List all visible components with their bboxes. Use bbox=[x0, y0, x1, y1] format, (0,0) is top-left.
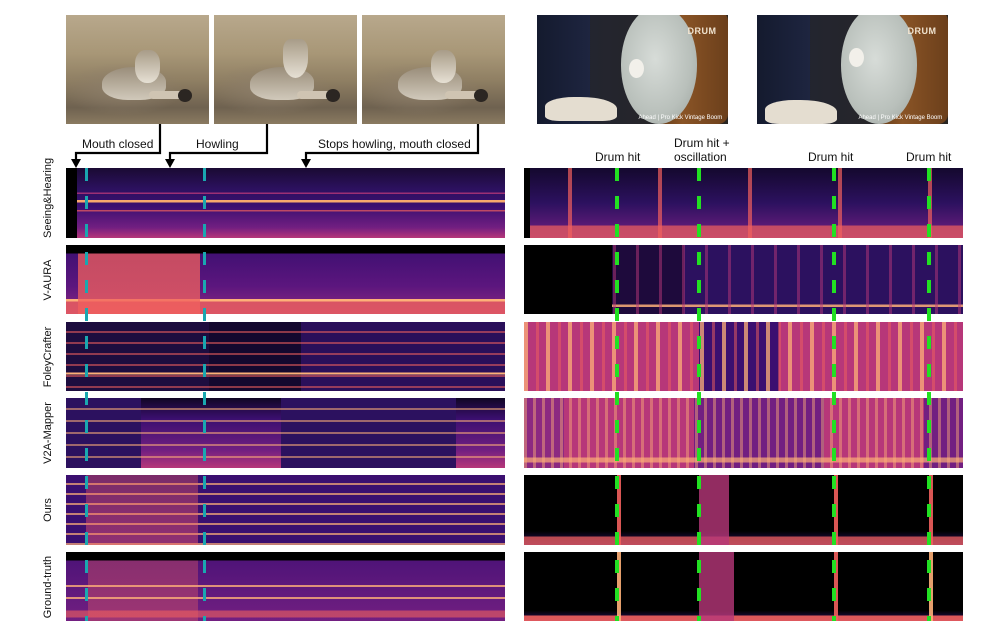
event-marker-drum-hit-1 bbox=[615, 168, 619, 621]
event-arrows bbox=[71, 124, 480, 168]
event-marker-drum-hit-3 bbox=[832, 168, 836, 621]
spectrogram-drum-ground-truth bbox=[524, 552, 963, 621]
drum-frame-1: DRUM Ahead | Pro Kick Vintage Boom bbox=[537, 15, 728, 124]
spectrogram-coyote-foleycrafter bbox=[66, 322, 505, 391]
drum-caption-text: Ahead | Pro Kick Vintage Boom bbox=[858, 114, 943, 121]
annotation-drum-hit-4: Drum hit bbox=[906, 150, 952, 164]
drum-caption-text: Ahead | Pro Kick Vintage Boom bbox=[638, 114, 723, 121]
row-label-foleycrafter: FoleyCrafter bbox=[42, 326, 54, 388]
annotation-stops-howling: Stops howling, mouth closed bbox=[318, 137, 471, 151]
drum-logo-text: DRUM bbox=[907, 25, 937, 36]
spectrogram-drum-foleycrafter bbox=[524, 322, 963, 391]
spectrogram-coyote-seeing-hearing bbox=[66, 168, 505, 238]
spectrogram-coyote-ground-truth bbox=[66, 552, 505, 621]
annotation-mouth-closed: Mouth closed bbox=[82, 137, 154, 151]
spectrogram-coyote-v2a-mapper bbox=[66, 398, 505, 468]
spectrogram-coyote-v-aura bbox=[66, 245, 505, 314]
annotation-drum-hit-3: Drum hit bbox=[808, 150, 854, 164]
row-label-seeing-hearing: Seeing&Hearing bbox=[42, 157, 54, 238]
coyote-frame-stops-howling bbox=[362, 15, 505, 124]
event-marker-mouth-close bbox=[203, 168, 206, 621]
row-label-ours: Ours bbox=[42, 498, 54, 522]
row-label-v2a-mapper: V2A-Mapper bbox=[42, 402, 54, 464]
drum-logo-text: DRUM bbox=[687, 25, 717, 36]
drum-frame-2: DRUM Ahead | Pro Kick Vintage Boom bbox=[757, 15, 948, 124]
event-marker-drum-hit-oscillation bbox=[697, 168, 701, 621]
annotation-howling: Howling bbox=[196, 137, 239, 151]
row-label-v-aura: V-AURA bbox=[42, 259, 54, 301]
coyote-frame-howling bbox=[214, 15, 357, 124]
event-marker-drum-hit-4 bbox=[927, 168, 931, 621]
spectrogram-drum-v-aura bbox=[524, 245, 963, 314]
spectrogram-drum-seeing-hearing bbox=[524, 168, 963, 238]
coyote-frame-mouth-closed bbox=[66, 15, 209, 124]
spectrogram-drum-ours bbox=[524, 475, 963, 545]
spectrogram-coyote-ours bbox=[66, 475, 505, 545]
annotation-drum-hit-1: Drum hit bbox=[595, 150, 641, 164]
event-marker-mouth-open bbox=[85, 168, 88, 621]
annotation-drum-hit-oscillation-line2: oscillation bbox=[674, 150, 727, 164]
annotation-drum-hit-oscillation-line1: Drum hit + bbox=[674, 136, 730, 150]
row-label-ground-truth: Ground-truth bbox=[42, 555, 54, 619]
spectrogram-drum-v2a-mapper bbox=[524, 398, 963, 468]
